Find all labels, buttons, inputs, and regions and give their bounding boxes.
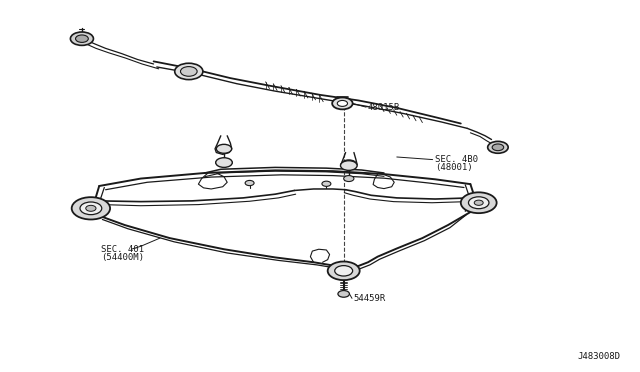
Circle shape <box>86 205 96 211</box>
Circle shape <box>492 144 504 151</box>
Circle shape <box>341 160 356 169</box>
Circle shape <box>80 202 102 215</box>
Text: (48001): (48001) <box>435 163 473 172</box>
Circle shape <box>488 141 508 153</box>
Text: 54459R: 54459R <box>353 294 385 303</box>
Circle shape <box>76 35 88 42</box>
Circle shape <box>474 200 483 205</box>
Circle shape <box>337 100 348 106</box>
Circle shape <box>335 266 353 276</box>
Text: J483008D: J483008D <box>578 352 621 361</box>
Circle shape <box>216 144 232 153</box>
Text: SEC. 4B0: SEC. 4B0 <box>435 155 478 164</box>
Circle shape <box>72 197 110 219</box>
Circle shape <box>468 197 489 209</box>
Circle shape <box>461 192 497 213</box>
Circle shape <box>332 97 353 109</box>
Circle shape <box>70 32 93 45</box>
Circle shape <box>322 181 331 186</box>
Circle shape <box>216 158 232 167</box>
Circle shape <box>328 262 360 280</box>
Circle shape <box>338 291 349 297</box>
Text: SEC. 401: SEC. 401 <box>101 245 144 254</box>
Circle shape <box>344 176 354 182</box>
Circle shape <box>219 160 229 166</box>
Text: (54400M): (54400M) <box>101 253 144 262</box>
Circle shape <box>245 180 254 186</box>
Text: 48015B: 48015B <box>368 103 400 112</box>
Circle shape <box>180 67 197 76</box>
Circle shape <box>340 161 357 170</box>
Circle shape <box>175 63 203 80</box>
